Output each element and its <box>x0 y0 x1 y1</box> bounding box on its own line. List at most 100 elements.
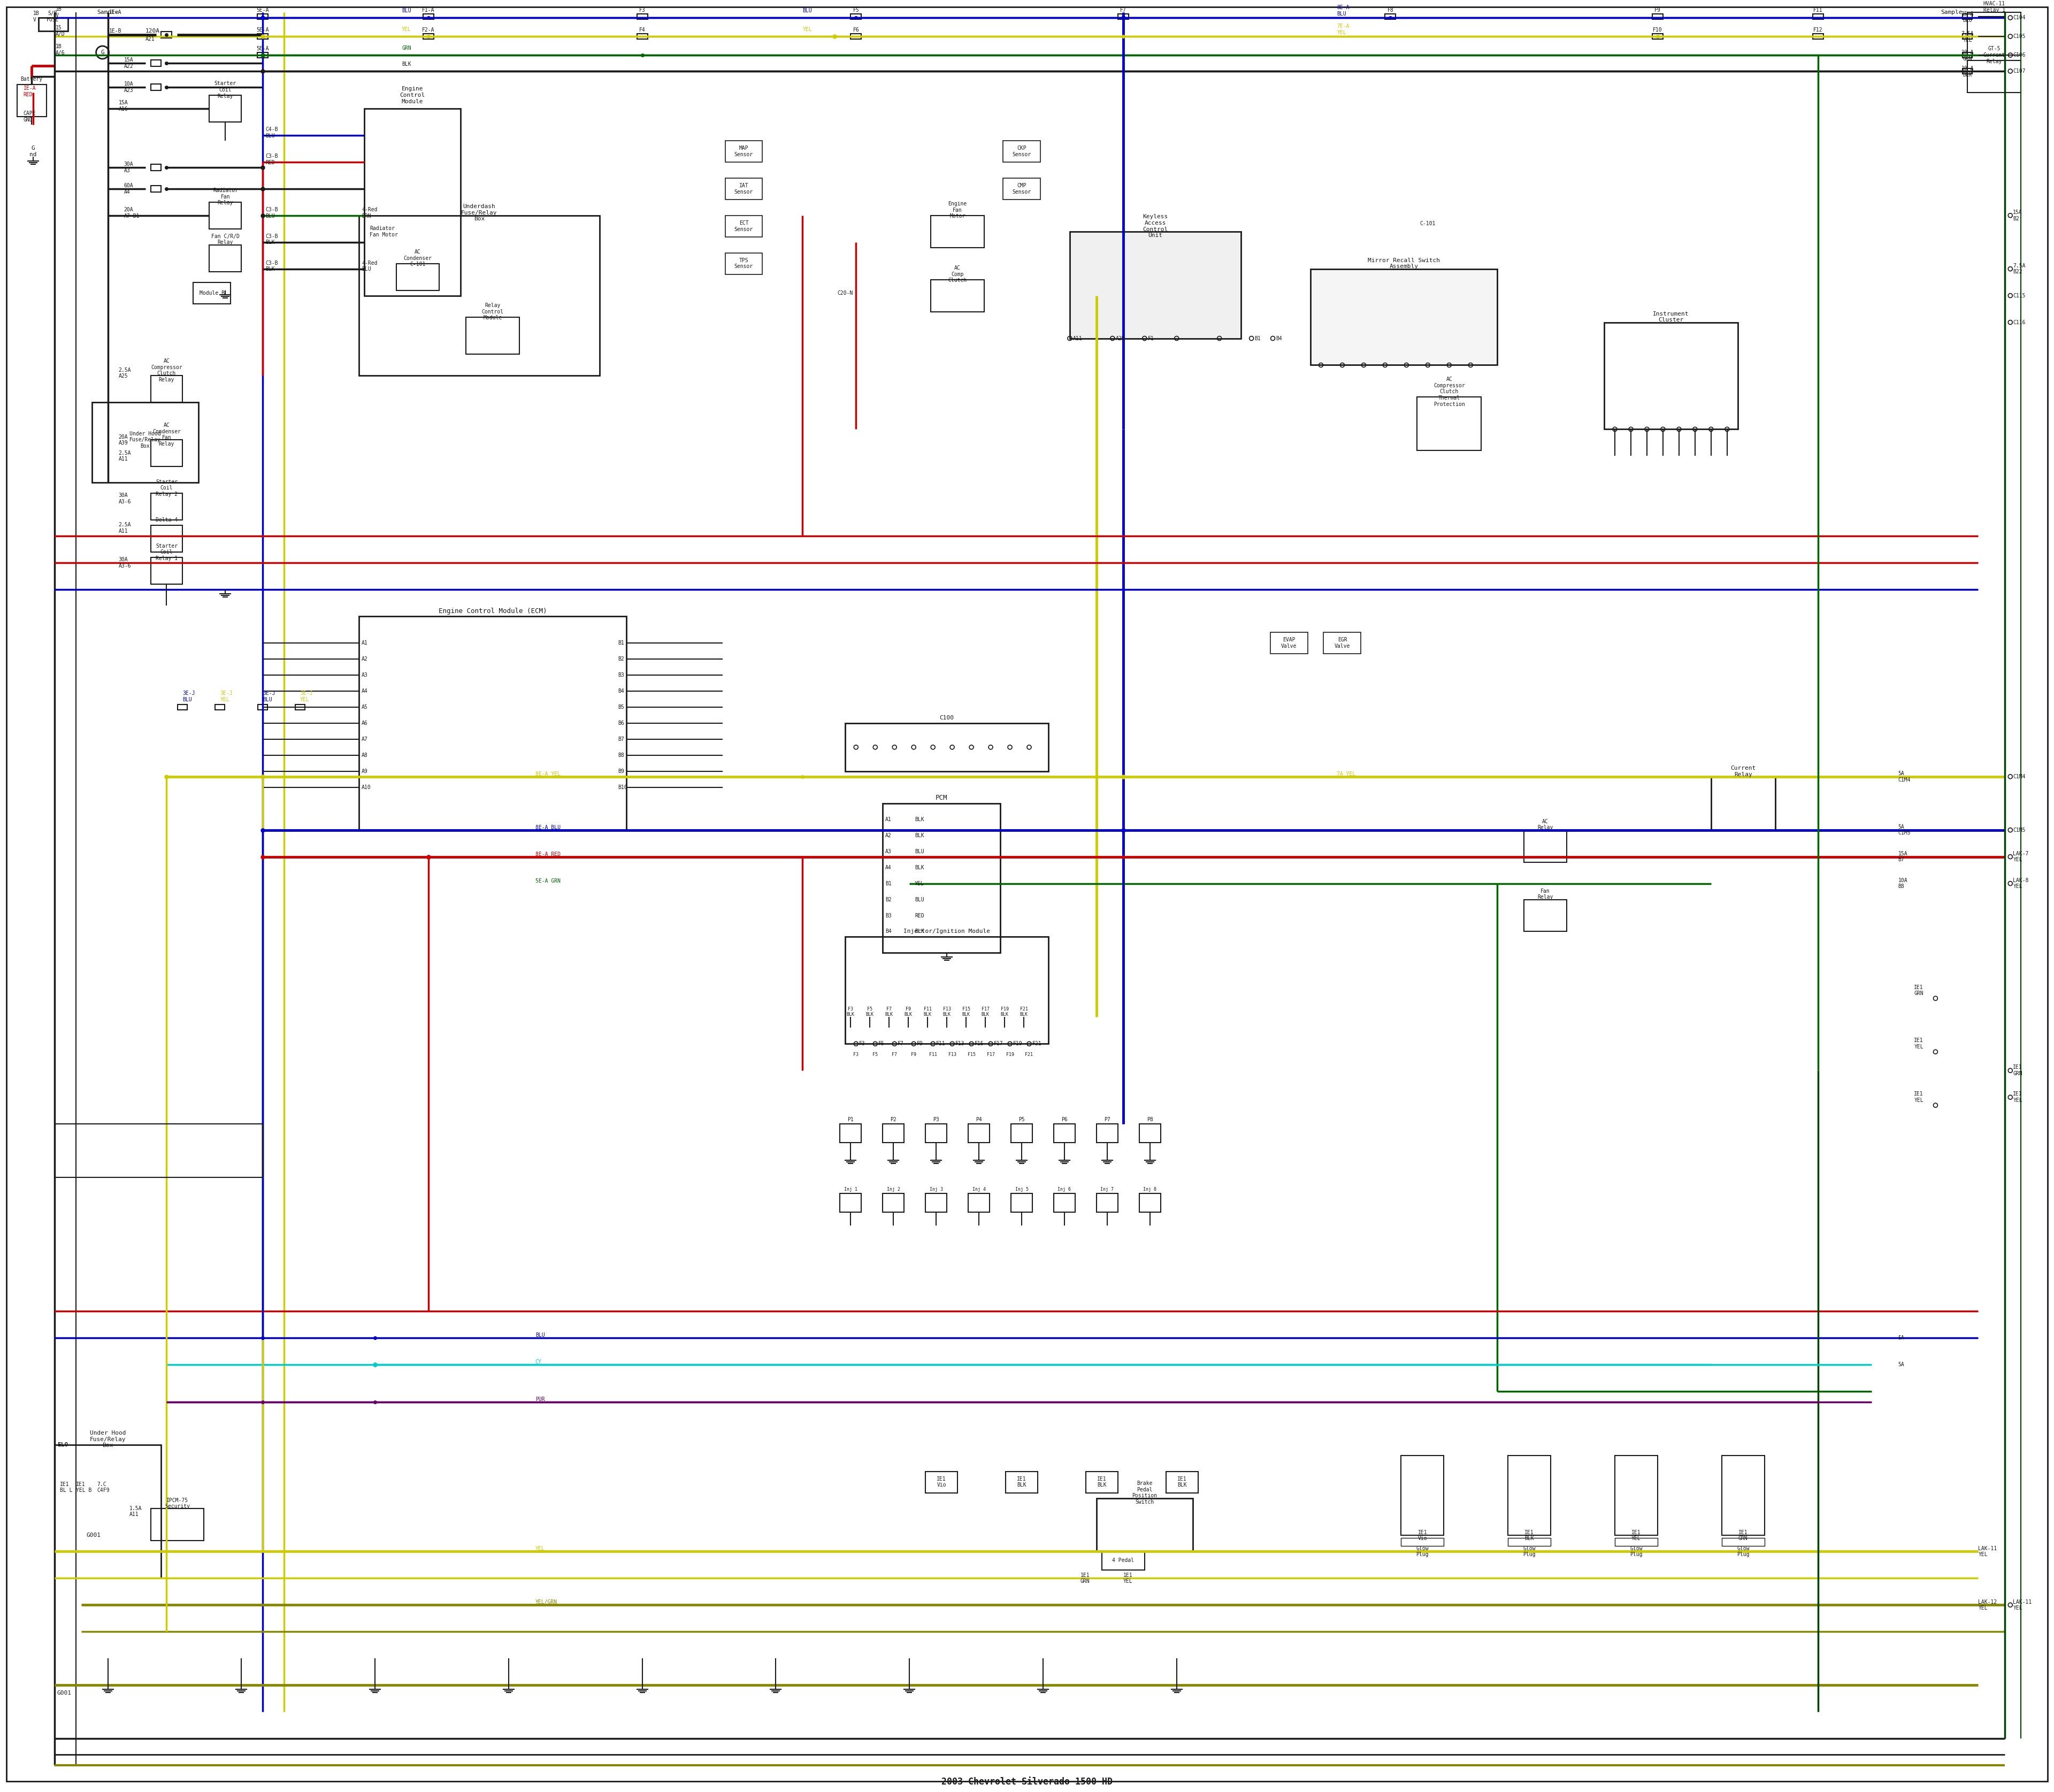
Text: F15
BLK: F15 BLK <box>961 1007 969 1016</box>
Text: CKP
Sensor: CKP Sensor <box>1013 145 1031 158</box>
Bar <box>1651 34 1664 39</box>
Text: AC
Compressor
Clutch
Thermal
Protection: AC Compressor Clutch Thermal Protection <box>1434 376 1465 407</box>
Text: 15-A
BLU: 15-A BLU <box>1962 11 1974 23</box>
Bar <box>296 704 306 710</box>
Text: B3: B3 <box>618 672 624 677</box>
Bar <box>259 704 267 710</box>
Text: F1-A: F1-A <box>423 7 435 13</box>
Text: 1E1
YEL: 1E1 YEL <box>1124 1572 1132 1584</box>
Text: B10: B10 <box>618 785 629 790</box>
Text: F11
BLK: F11 BLK <box>924 1007 933 1016</box>
Text: LAK-11
YEL: LAK-11 YEL <box>1978 1546 1996 1557</box>
Text: Inj 6: Inj 6 <box>1058 1186 1070 1192</box>
Text: Inj 3: Inj 3 <box>930 1186 943 1192</box>
Bar <box>926 1124 947 1143</box>
Text: BLK: BLK <box>403 61 411 66</box>
Text: GRN: GRN <box>403 45 411 50</box>
Text: CY: CY <box>536 1358 542 1364</box>
Text: F17
BLK: F17 BLK <box>982 1007 990 1016</box>
Bar <box>216 704 224 710</box>
Bar <box>1384 14 1397 20</box>
Text: 1B
V: 1B V <box>55 7 62 18</box>
Text: F11: F11 <box>1814 7 1822 13</box>
Text: CMP
Sensor: CMP Sensor <box>1013 183 1031 195</box>
Text: 2.5A
A11: 2.5A A11 <box>119 450 131 462</box>
Bar <box>725 140 762 161</box>
Text: Mirror Recall Switch
Assembly: Mirror Recall Switch Assembly <box>1368 258 1440 269</box>
Text: A8: A8 <box>362 753 368 758</box>
Text: F15: F15 <box>967 1052 976 1057</box>
Text: F21: F21 <box>1025 1052 1033 1057</box>
Text: Glow
Plug: Glow Plug <box>1738 1546 1750 1557</box>
Bar <box>1964 34 1972 39</box>
Text: F7: F7 <box>1119 7 1126 13</box>
Text: 7.5A
B22: 7.5A B22 <box>2013 263 2025 274</box>
Text: 8E-A BLU: 8E-A BLU <box>536 824 561 830</box>
Text: LAK-12
YEL: LAK-12 YEL <box>1978 1598 1996 1611</box>
Text: IE1
BLK: IE1 BLK <box>1177 1477 1187 1487</box>
Text: 4-Red
BRN: 4-Red BRN <box>362 208 378 219</box>
Text: F9: F9 <box>916 1041 922 1047</box>
Text: 3E-J
BLU: 3E-J BLU <box>183 690 195 702</box>
Text: GT-5
Current
Relay: GT-5 Current Relay <box>1984 47 2005 65</box>
Text: B6: B6 <box>618 720 624 726</box>
Text: F5: F5 <box>873 1052 877 1057</box>
Bar <box>39 18 68 30</box>
Bar <box>1087 1471 1117 1493</box>
Text: C104: C104 <box>2013 14 2025 20</box>
Text: B4: B4 <box>885 928 891 934</box>
Text: P1: P1 <box>848 1116 854 1122</box>
Text: A2: A2 <box>362 656 368 661</box>
Bar <box>179 704 187 710</box>
Text: BLU: BLU <box>914 896 924 901</box>
Text: 15A
A22: 15A A22 <box>123 57 134 68</box>
Text: P5: P5 <box>1019 1116 1025 1122</box>
Text: ECT
Sensor: ECT Sensor <box>735 220 754 231</box>
Bar <box>1117 14 1128 20</box>
Text: A4: A4 <box>362 688 368 694</box>
Text: 2003 Chevrolet Silverado 1500 HD: 2003 Chevrolet Silverado 1500 HD <box>941 1778 1113 1787</box>
Bar <box>1651 14 1664 20</box>
Bar <box>359 616 626 830</box>
Text: S/B
FUSE: S/B FUSE <box>47 11 60 22</box>
Text: F7
BLK: F7 BLK <box>885 1007 893 1016</box>
Bar <box>150 165 162 170</box>
Bar <box>150 59 162 66</box>
Bar <box>257 34 269 39</box>
Text: YEL/GRN: YEL/GRN <box>536 1600 557 1606</box>
Text: C105: C105 <box>2013 34 2025 39</box>
Text: C100: C100 <box>939 715 953 720</box>
Bar <box>967 1124 990 1143</box>
Text: LAK-11
YEL: LAK-11 YEL <box>2013 1598 2031 1611</box>
Text: F19: F19 <box>1013 1041 1023 1047</box>
Text: F3: F3 <box>639 7 645 13</box>
Text: IE1
GRN: IE1 GRN <box>1738 1530 1748 1541</box>
Bar <box>1721 1538 1764 1546</box>
Text: BLU: BLU <box>403 9 411 13</box>
Text: F4: F4 <box>639 27 645 32</box>
Text: BLU: BLU <box>803 9 811 13</box>
Bar <box>725 177 762 199</box>
Text: A2: A2 <box>885 833 891 839</box>
Text: 2.5A
A11: 2.5A A11 <box>119 521 131 534</box>
Text: Inj 1: Inj 1 <box>844 1186 857 1192</box>
Text: A7: A7 <box>362 737 368 742</box>
Text: 15A
A16: 15A A16 <box>119 100 127 111</box>
Text: B1: B1 <box>1255 335 1261 340</box>
Text: F2-A: F2-A <box>423 27 435 32</box>
Text: IAT
Sensor: IAT Sensor <box>735 183 754 195</box>
Text: F9: F9 <box>1653 7 1662 13</box>
Text: Instrument
Cluster: Instrument Cluster <box>1653 312 1688 323</box>
Text: G001: G001 <box>58 1690 72 1695</box>
Bar <box>150 376 183 403</box>
Bar <box>1323 633 1362 654</box>
Bar <box>930 215 984 247</box>
Bar <box>846 724 1048 771</box>
Text: 5E-A: 5E-A <box>257 47 269 52</box>
Text: 5E-A: 5E-A <box>257 27 269 32</box>
Text: 15
A/D: 15 A/D <box>55 25 66 38</box>
Bar <box>1006 1471 1037 1493</box>
Bar <box>637 34 647 39</box>
Text: F7: F7 <box>891 1052 898 1057</box>
Text: MAP
Sensor: MAP Sensor <box>735 145 754 158</box>
